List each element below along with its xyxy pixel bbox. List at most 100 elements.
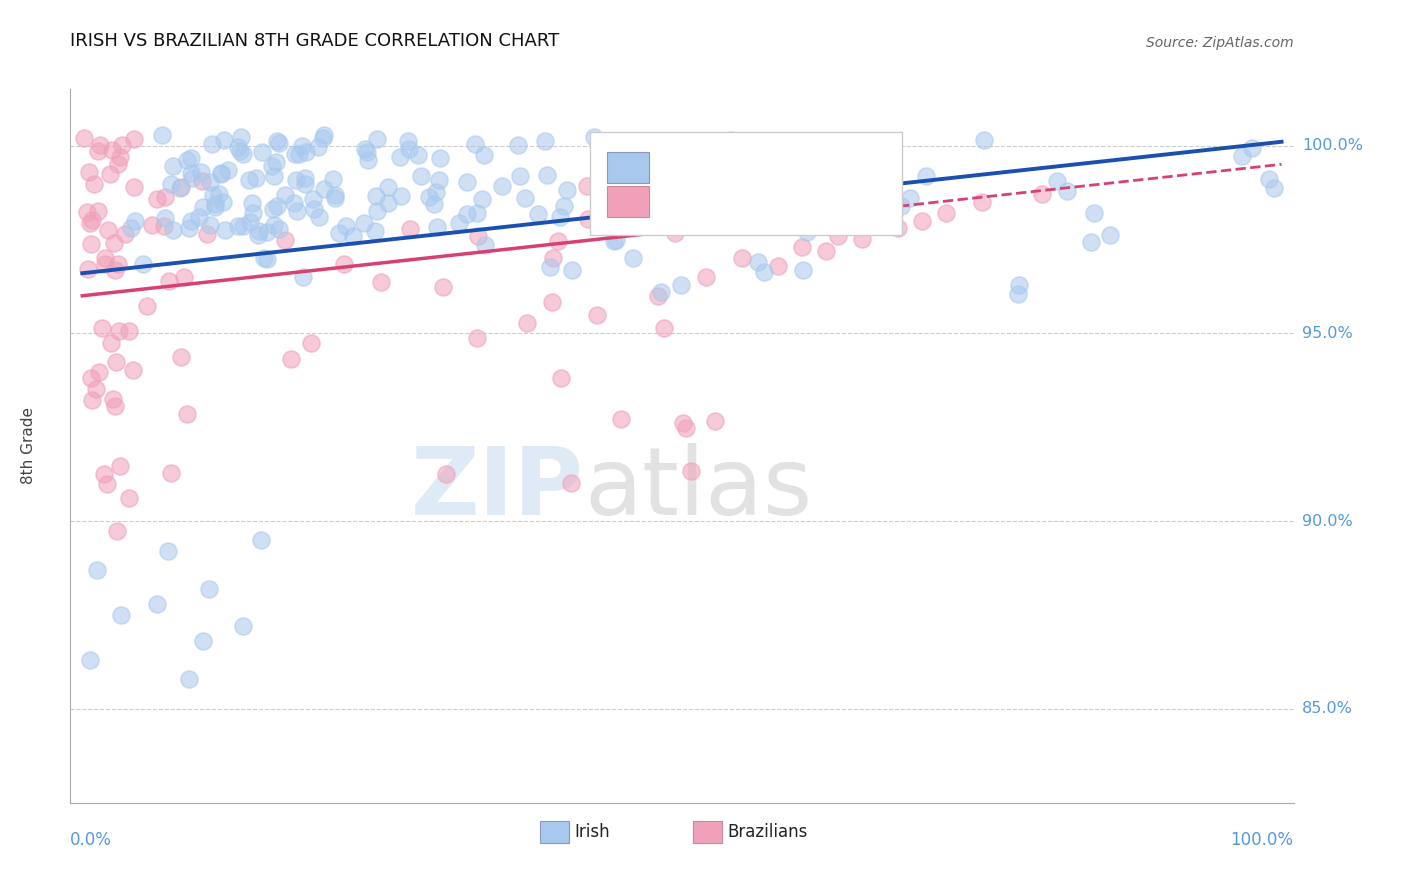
Point xyxy=(232,619,254,633)
Point xyxy=(201,136,224,151)
Point xyxy=(1230,148,1253,162)
Point xyxy=(456,175,478,189)
Point xyxy=(388,150,411,164)
Text: 0.0%: 0.0% xyxy=(70,831,112,849)
Point xyxy=(157,274,180,288)
Text: 100.0%: 100.0% xyxy=(1302,138,1362,153)
Point xyxy=(208,186,231,201)
Point xyxy=(117,491,139,505)
Point xyxy=(652,320,675,334)
Point xyxy=(328,226,350,240)
Point xyxy=(105,355,128,369)
Point xyxy=(356,153,378,167)
Point xyxy=(124,214,146,228)
Point xyxy=(86,204,108,219)
Point xyxy=(366,132,388,146)
Text: IRISH VS BRAZILIAN 8TH GRADE CORRELATION CHART: IRISH VS BRAZILIAN 8TH GRADE CORRELATION… xyxy=(70,32,560,50)
Point xyxy=(73,131,96,145)
Point xyxy=(648,211,671,226)
Point xyxy=(547,234,569,248)
Point xyxy=(669,278,692,293)
Point xyxy=(84,382,107,396)
Point xyxy=(354,141,377,155)
Point xyxy=(851,232,873,246)
Point xyxy=(80,370,103,384)
Point xyxy=(898,190,921,204)
Point xyxy=(159,177,181,191)
Point xyxy=(195,227,218,241)
Point xyxy=(307,140,329,154)
Point xyxy=(191,200,214,214)
Text: R = 0.127: R = 0.127 xyxy=(664,193,754,211)
Point xyxy=(491,178,513,193)
Point xyxy=(212,194,235,209)
Point xyxy=(101,143,124,157)
Text: 85.0%: 85.0% xyxy=(1302,701,1353,716)
Point xyxy=(94,252,117,266)
Text: N = 98: N = 98 xyxy=(786,193,849,211)
Point xyxy=(101,392,124,406)
Point xyxy=(560,475,582,490)
Point xyxy=(536,169,558,183)
Point xyxy=(104,263,127,277)
Point xyxy=(145,192,167,206)
Point xyxy=(240,195,263,210)
Point xyxy=(314,128,336,143)
Point xyxy=(198,582,221,596)
Point xyxy=(548,210,571,224)
Point xyxy=(295,145,318,159)
Point xyxy=(107,257,129,271)
Point xyxy=(312,130,335,145)
FancyBboxPatch shape xyxy=(607,152,650,184)
Point xyxy=(169,350,191,364)
Point xyxy=(576,212,599,227)
Point xyxy=(664,227,686,241)
Point xyxy=(250,533,273,547)
Point xyxy=(1099,228,1122,243)
Point xyxy=(465,206,488,220)
Point xyxy=(790,240,813,254)
Point xyxy=(135,299,157,313)
Point xyxy=(1263,181,1285,195)
Point xyxy=(555,183,578,197)
Point xyxy=(308,210,330,224)
Point xyxy=(654,176,676,190)
Point xyxy=(1007,287,1029,301)
Point xyxy=(353,215,375,229)
Point xyxy=(247,224,270,238)
Point xyxy=(226,140,249,154)
Text: ZIP: ZIP xyxy=(411,442,583,535)
Point xyxy=(209,167,232,181)
Point xyxy=(294,171,316,186)
Point xyxy=(170,180,193,194)
Point xyxy=(180,166,202,180)
Point xyxy=(550,371,572,385)
Point xyxy=(474,237,496,252)
Point xyxy=(86,563,108,577)
Point xyxy=(418,190,440,204)
Point xyxy=(146,597,169,611)
Point xyxy=(396,134,419,148)
Point xyxy=(586,308,609,322)
Point xyxy=(467,228,489,243)
Text: Source: ZipAtlas.com: Source: ZipAtlas.com xyxy=(1146,36,1294,50)
Point xyxy=(766,259,789,273)
Point xyxy=(162,159,184,173)
Point xyxy=(214,223,236,237)
Point xyxy=(515,191,537,205)
Point xyxy=(198,175,221,189)
Point xyxy=(609,411,631,425)
Point xyxy=(77,165,100,179)
Point xyxy=(464,137,486,152)
Point xyxy=(191,174,214,188)
Point xyxy=(814,244,837,258)
Point xyxy=(364,224,387,238)
Point xyxy=(273,233,295,247)
Point xyxy=(202,187,225,202)
Point xyxy=(283,147,305,161)
Point xyxy=(111,138,134,153)
Point xyxy=(603,234,626,248)
Point xyxy=(449,216,471,230)
Point xyxy=(1080,235,1102,249)
Point xyxy=(1008,278,1031,293)
